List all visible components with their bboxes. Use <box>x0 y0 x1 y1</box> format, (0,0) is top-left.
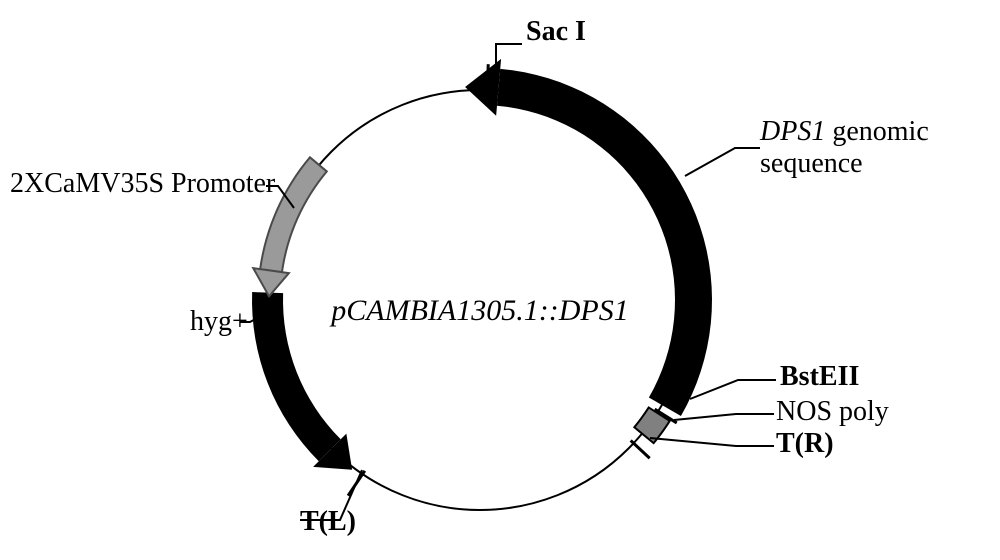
TR-border <box>631 440 650 458</box>
NOS-poly-leader <box>674 414 774 420</box>
DPS1-arc-label: DPS1 genomicsequence <box>759 116 929 179</box>
BstEII-site-label: BstEII <box>780 361 859 392</box>
TR-border-leader <box>650 438 774 446</box>
plasmid-name-label: pCAMBIA1305.1::DPS1 <box>329 294 628 327</box>
NOS-poly-label: NOS poly <box>776 396 889 427</box>
TL-border-label: T(L) <box>300 506 356 537</box>
hyg-arc-label: hyg+ <box>190 306 248 337</box>
BstEII-site-leader <box>690 380 776 399</box>
TR-border-label: T(R) <box>776 428 834 459</box>
DPS1-arc-leader <box>685 148 760 176</box>
DPS1-arc <box>497 69 712 416</box>
CaMV35S-arc-arrowhead <box>253 268 289 296</box>
SacI-site-label: Sac I <box>526 16 586 47</box>
hyg-arc <box>252 292 341 461</box>
plasmid-features: Sac IDPS1 genomicsequenceBstEIINOS polyT… <box>10 16 929 537</box>
CaMV35S-arc-label: 2XCaMV35S Promoter <box>10 168 276 199</box>
DPS1-arc-arrowhead <box>465 59 501 116</box>
plasmid-map: Sac IDPS1 genomicsequenceBstEIINOS polyT… <box>0 0 1000 560</box>
